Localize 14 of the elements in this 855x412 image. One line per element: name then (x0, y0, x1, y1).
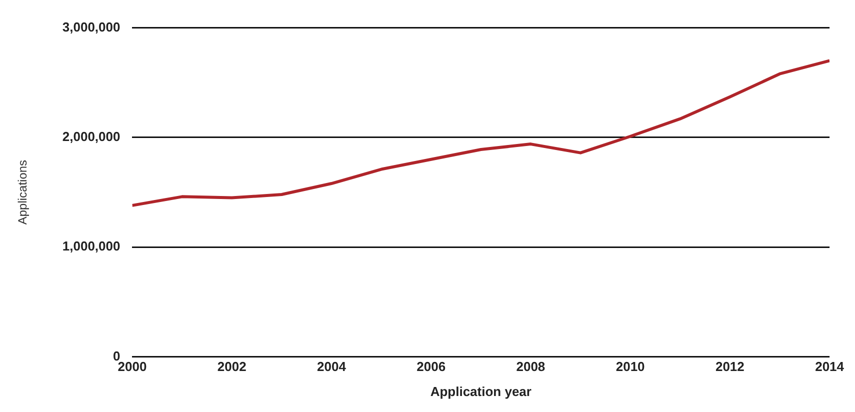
x-tick-label: 2012 (715, 359, 744, 374)
x-tick-label: 2008 (516, 359, 546, 374)
x-tick-label: 2000 (118, 359, 147, 374)
x-tick-label: 2004 (317, 359, 347, 374)
x-tick-label: 2014 (815, 359, 845, 374)
y-tick-label: 2,000,000 (62, 129, 120, 144)
x-axis-title: Application year (430, 384, 532, 399)
y-tick-label: 0 (113, 348, 120, 364)
x-tick-label: 2002 (217, 359, 246, 374)
x-tick-label: 2006 (416, 359, 446, 374)
y-tick-label: 1,000,000 (62, 238, 120, 254)
y-tick-label: 3,000,000 (62, 19, 120, 34)
y-axis-title: Applications (16, 160, 30, 225)
x-tick-label: 2010 (616, 359, 645, 374)
